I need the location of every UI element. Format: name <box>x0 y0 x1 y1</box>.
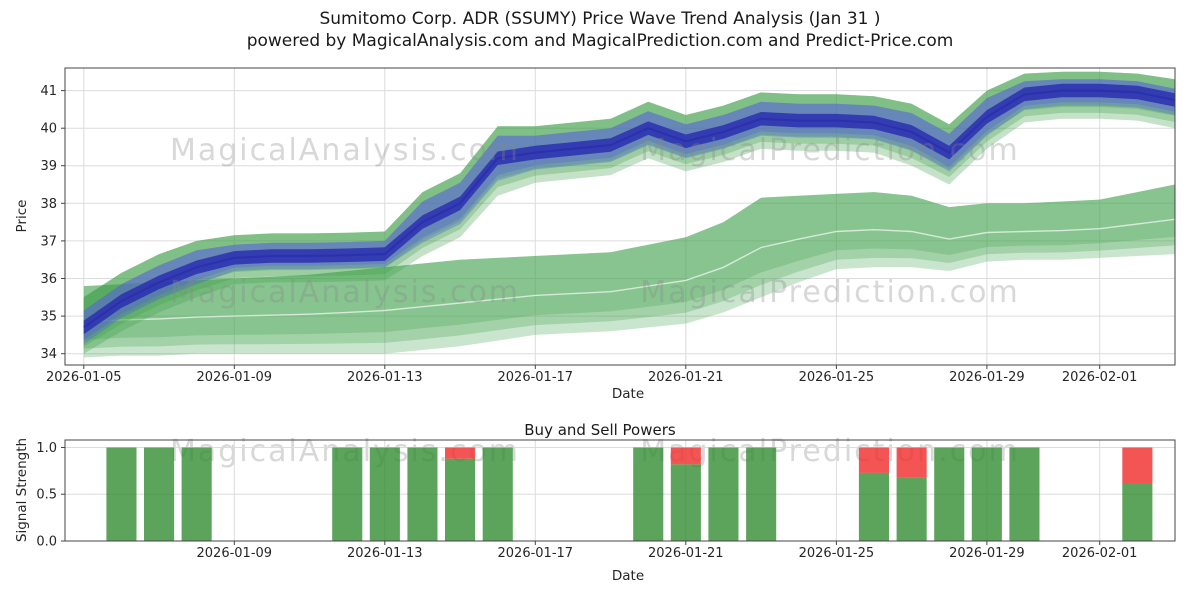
buy-power-bar <box>332 447 363 541</box>
signal-xtick-label: 2026-01-21 <box>648 546 724 561</box>
buy-power-bar <box>407 447 438 541</box>
signal-strength-axis-label: Signal Strength <box>14 437 30 543</box>
upper-green-band <box>83 71 1175 354</box>
blue-core-band <box>83 83 1176 335</box>
price-ytick-label: 34 <box>40 347 57 362</box>
price-xtick-label: 2026-01-09 <box>197 370 273 385</box>
buy-power-bar <box>181 447 212 541</box>
buy-power-bar <box>708 447 739 541</box>
price-xtick-label: 2026-01-25 <box>799 370 875 385</box>
sell-power-bar <box>670 447 701 465</box>
buy-power-bar <box>971 447 1002 541</box>
sell-power-bar <box>1122 447 1153 483</box>
watermark-text: MagicalPrediction.com <box>640 133 1020 168</box>
signal-ytick-label: 0.0 <box>36 535 57 550</box>
buy-power-bar <box>106 447 137 541</box>
lower-green-band <box>83 184 1176 358</box>
price-ytick-label: 40 <box>40 122 57 137</box>
price-ytick-label: 37 <box>40 234 57 249</box>
watermark-text: MagicalAnalysis.com <box>170 275 520 310</box>
price-xtick-label: 2026-01-29 <box>949 370 1025 385</box>
signal-xtick-label: 2026-01-25 <box>799 546 875 561</box>
signal-xtick-label: 2026-01-09 <box>197 546 273 561</box>
buy-power-bar <box>896 477 927 541</box>
date-axis-label-top: Date <box>611 386 645 402</box>
buy-power-bar <box>670 464 701 541</box>
sell-power-bar <box>445 447 476 459</box>
buy-power-bar <box>144 447 175 541</box>
signal-xtick-label: 2026-01-13 <box>347 546 423 561</box>
sell-power-bar <box>858 447 889 473</box>
buy-power-bar <box>445 458 476 541</box>
watermark-text: MagicalAnalysis.com <box>170 133 520 168</box>
price-ytick-label: 41 <box>40 84 57 99</box>
buy-power-bar <box>1122 483 1153 541</box>
price-axis-label: Price <box>14 199 30 233</box>
signal-ytick-label: 0.5 <box>36 488 57 503</box>
date-axis-label-bottom: Date <box>611 568 645 584</box>
watermark-text: MagicalPrediction.com <box>640 275 1020 310</box>
price-xtick-label: 2026-01-13 <box>347 370 423 385</box>
buy-power-bar <box>369 447 400 541</box>
chart-title: Sumitomo Corp. ADR (SSUMY) Price Wave Tr… <box>319 9 881 29</box>
chart-subtitle: powered by MagicalAnalysis.com and Magic… <box>246 31 954 51</box>
buy-power-bar <box>858 472 889 541</box>
buy-power-bar <box>1009 447 1040 541</box>
signal-bars <box>106 447 1153 541</box>
price-ytick-label: 35 <box>40 310 57 325</box>
price-xtick-label: 2026-01-21 <box>648 370 724 385</box>
buy-power-bar <box>934 447 965 541</box>
price-xtick-label: 2026-01-17 <box>498 370 574 385</box>
price-ytick-label: 39 <box>40 159 57 174</box>
signal-xtick-label: 2026-01-29 <box>949 546 1025 561</box>
price-xtick-label: 2026-02-01 <box>1062 370 1138 385</box>
buy-power-bar <box>482 447 513 541</box>
buy-power-bar <box>633 447 664 541</box>
bottom-chart-title: Buy and Sell Powers <box>524 421 676 439</box>
sell-power-bar <box>896 447 927 478</box>
axes-layer: 34 35 36 37 38 39 40 41 2026-01-05 2026-01-09 2026… <box>36 67 1176 561</box>
signal-xtick-label: 2026-02-01 <box>1062 546 1138 561</box>
signal-xtick-label: 2026-01-17 <box>498 546 574 561</box>
signal-ytick-label: 1.0 <box>36 441 57 456</box>
price-xtick-label: 2026-01-05 <box>46 370 122 385</box>
price-ytick-label: 36 <box>40 272 57 287</box>
buy-power-bar <box>746 447 777 541</box>
price-ytick-label: 38 <box>40 197 57 212</box>
